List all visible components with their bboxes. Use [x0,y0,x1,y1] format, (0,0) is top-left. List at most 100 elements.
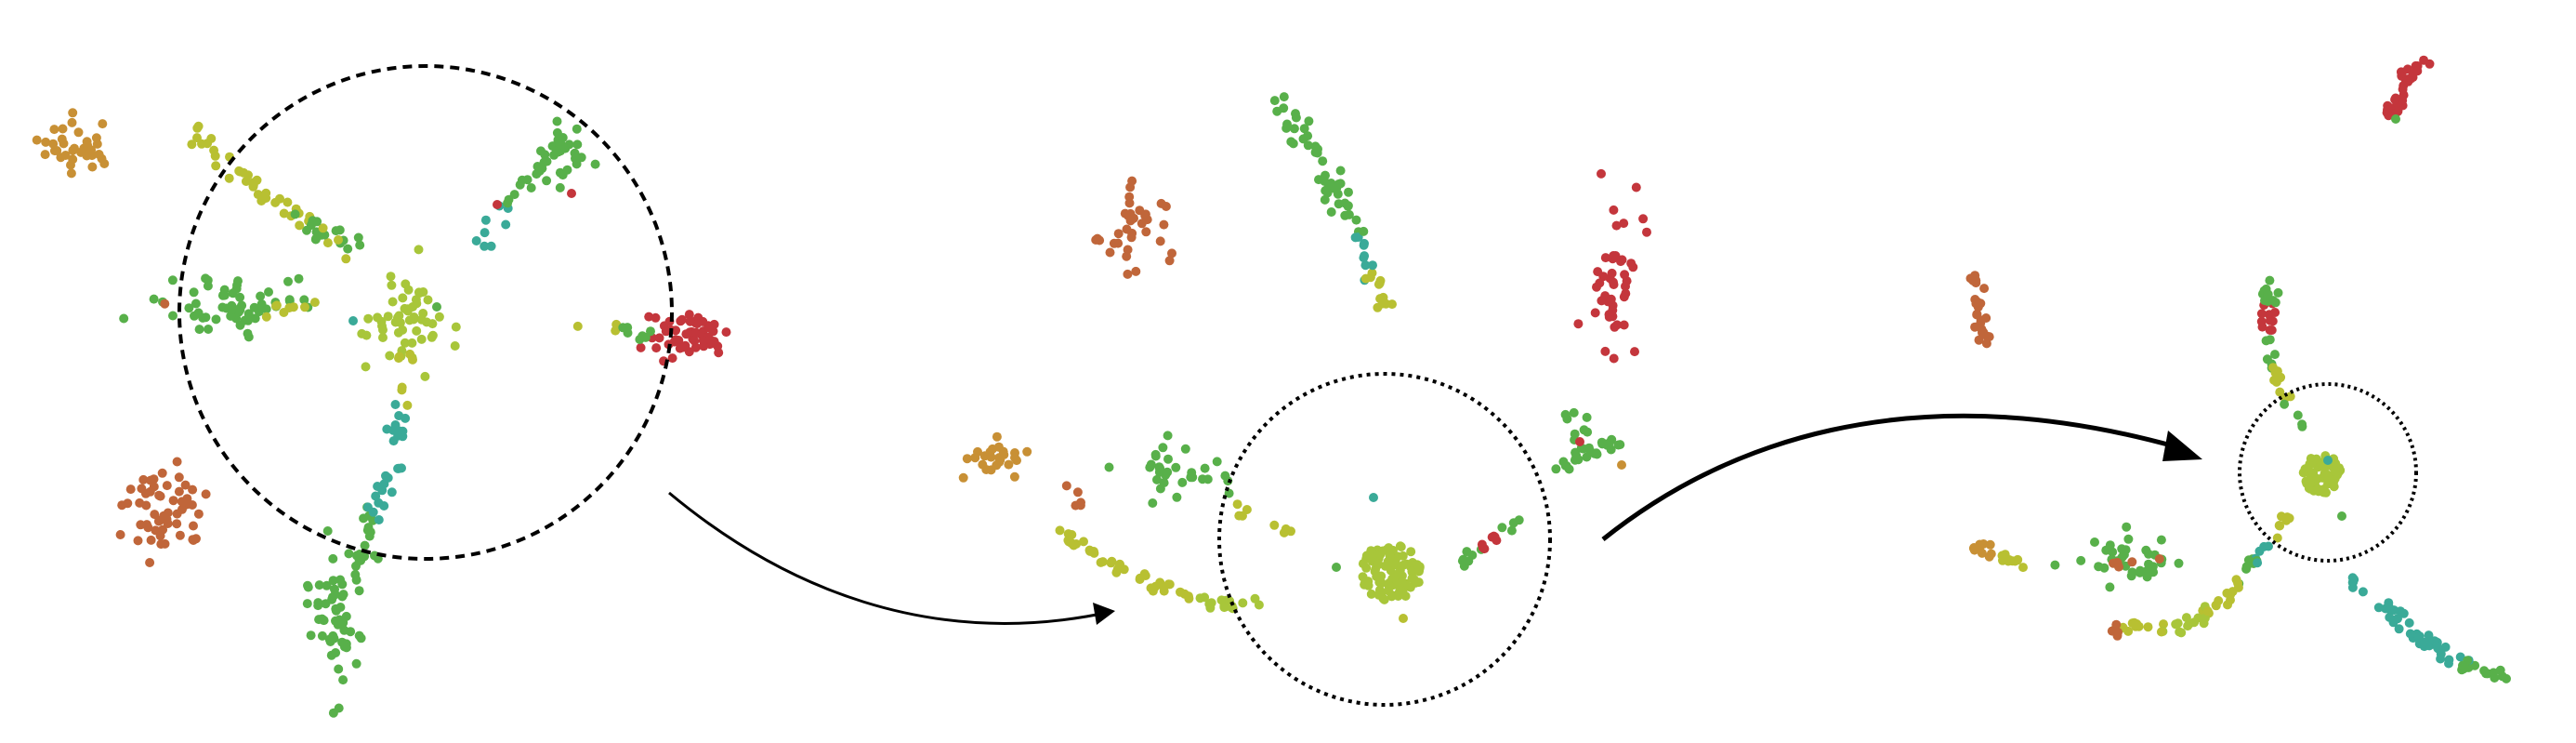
scatter-point [555,167,565,178]
scatter-point [174,472,184,483]
scatter-point [1092,233,1102,244]
scatter-point [241,177,251,186]
scatter-point [1332,563,1341,572]
scatter-point [1363,580,1373,590]
scatter-point [317,630,327,641]
scatter-point [1506,525,1517,536]
scatter-point [235,292,245,302]
scatter-point [1413,560,1423,570]
scatter-point [328,553,338,564]
scatter-point [1204,599,1215,609]
scatter-point [1155,236,1165,246]
panel-1-initial-embedding [32,108,731,718]
scatter-point [2117,544,2127,554]
scatter-point [2159,619,2168,630]
scatter-point [2297,419,2307,430]
scatter-point [1387,299,1397,310]
scatter-point [2398,85,2408,94]
scatter-point [992,460,1002,471]
scatter-point [1611,220,1622,231]
scatter-point [393,327,403,338]
scatter-point [402,400,413,410]
scatter-point [157,468,167,478]
scatter-point [2304,484,2314,493]
scatter-point [432,302,441,312]
scatter-point [302,599,312,609]
scatter-point [409,312,419,322]
scatter-point [1984,551,1994,562]
scatter-point [2156,535,2166,545]
scatter-point [201,489,211,499]
scatter-point [590,159,600,169]
scatter-point [337,591,348,602]
scatter-point [2391,114,2400,124]
scatter-point [338,675,348,685]
scatter-point [1974,335,1984,345]
scatter-point [57,134,67,144]
scatter-point [434,312,444,322]
scatter-point [299,295,309,305]
scatter-point [1584,443,1594,453]
scatter-point [1303,140,1313,151]
scatter-point [1360,251,1370,261]
scatter-point [191,299,201,309]
scatter-point [365,527,375,537]
scatter-point [2264,541,2273,551]
scatter-point [684,310,694,320]
scatter-point [480,241,490,251]
scatter-point [1462,547,1472,557]
scatter-point [1067,530,1077,539]
scatter-point [2127,557,2137,567]
scatter-point [471,236,481,245]
scatter-point [973,446,982,457]
scatter-point [1145,462,1155,472]
scatter-point [2154,554,2164,564]
scatter-point [387,487,397,498]
scatter-point [2193,613,2203,623]
scatter-point [1358,559,1368,569]
scatter-point [155,491,165,501]
scatter-point [2337,511,2346,521]
scatter-point [1281,123,1292,133]
scatter-point [311,233,322,244]
scatter-point [1965,273,1976,284]
scatter-point [1606,444,1616,455]
scatter-point [2272,366,2282,377]
scatter-point [197,139,206,149]
scatter-point [1561,461,1571,471]
scatter-point [567,189,576,198]
scatter-point [2090,537,2099,547]
scatter-point [155,515,165,525]
scatter-point [412,325,422,336]
scatter-point [654,333,664,343]
scatter-point [2254,546,2265,556]
scatter-point [2094,562,2104,572]
scatter-point [661,326,671,337]
scatter-point [1097,557,1108,567]
scatter-point [1320,176,1330,186]
scatter-point [1376,590,1387,600]
scatter-point [1497,523,1507,533]
scatter-point [1638,214,1649,224]
scatter-point [338,617,348,628]
scatter-point [1141,227,1151,237]
scatter-point [187,139,197,150]
scatter-point [1122,251,1132,261]
scatter-point [318,615,328,625]
scatter-point [704,323,715,333]
scatter-point [377,485,388,496]
scatter-point [66,168,76,179]
scatter-point [261,193,271,203]
scatter-point [1344,209,1354,219]
scatter-point [1304,116,1314,126]
scatter-point [394,311,404,321]
scatter-point [998,446,1008,457]
scatter-point [651,343,662,353]
scatter-point [308,218,318,228]
scatter-point [174,486,184,497]
scatter-point [135,498,145,508]
scatter-point [397,385,407,395]
scatter-point [192,123,203,133]
scatter-point [374,515,384,524]
scatter-point [361,362,371,372]
